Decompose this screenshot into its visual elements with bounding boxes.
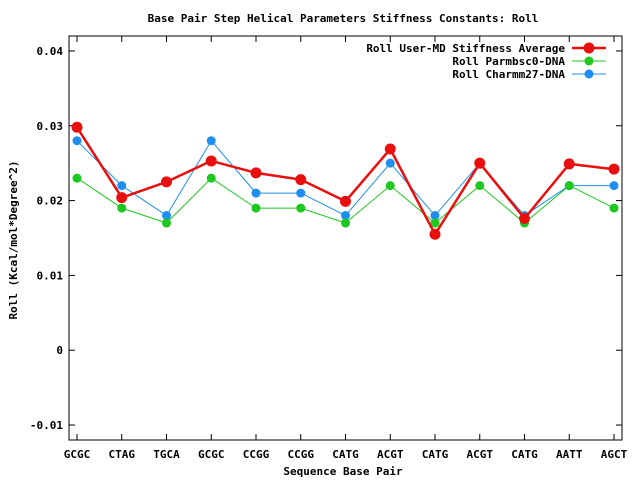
series-1 bbox=[71, 121, 620, 240]
x-tick-label: CTAG bbox=[109, 448, 136, 461]
series-point bbox=[295, 174, 307, 186]
legend-label: Roll Charmm27-DNA bbox=[452, 68, 565, 81]
legend-swatch-marker bbox=[583, 42, 595, 54]
x-tick-label: GCGC bbox=[198, 448, 225, 461]
x-tick-label: CATG bbox=[422, 448, 449, 461]
series-point bbox=[296, 203, 306, 213]
y-tick-label: 0.02 bbox=[37, 195, 64, 208]
series-point bbox=[340, 195, 351, 207]
series-point bbox=[430, 218, 440, 228]
series-point bbox=[608, 163, 620, 175]
series-point bbox=[206, 136, 216, 146]
series-point bbox=[341, 218, 350, 228]
series-point bbox=[117, 181, 127, 191]
series-point bbox=[563, 158, 575, 170]
series-point bbox=[385, 158, 395, 168]
series-2 bbox=[72, 173, 619, 228]
chart-title: Base Pair Step Helical Parameters Stiffn… bbox=[148, 12, 539, 25]
series-point bbox=[251, 203, 261, 213]
series-point bbox=[429, 228, 441, 240]
series-point bbox=[384, 143, 396, 155]
series-point bbox=[205, 155, 217, 167]
series-point bbox=[474, 157, 486, 169]
series-3 bbox=[72, 136, 619, 221]
x-tick-label: CCGG bbox=[288, 448, 315, 461]
x-tick-label: GCGC bbox=[64, 448, 91, 461]
series-point bbox=[162, 211, 171, 221]
legend-label: Roll Parmbsc0-DNA bbox=[452, 55, 565, 68]
series-point bbox=[519, 213, 530, 225]
series-point bbox=[162, 218, 171, 228]
x-tick-label: AATT bbox=[556, 448, 583, 461]
series-point bbox=[117, 203, 127, 213]
series-point bbox=[475, 181, 485, 191]
y-tick-label: -0.01 bbox=[30, 419, 63, 432]
legend-label: Roll User-MD Stiffness Average bbox=[366, 42, 565, 55]
series-point bbox=[296, 188, 306, 198]
plot-area: -0.01 0 0.01 0.02 0.03 0.04 GCGC CTAG TGCA GCGC CC… bbox=[30, 35, 628, 461]
series-point bbox=[116, 192, 128, 204]
y-tick-label: 0.03 bbox=[37, 120, 64, 133]
series-point bbox=[161, 176, 172, 188]
x-axis-label: Sequence Base Pair bbox=[283, 465, 403, 478]
x-tick-label: ACGT bbox=[467, 448, 494, 461]
plot-frame bbox=[68, 35, 623, 441]
x-tick-label: AGCT bbox=[601, 448, 628, 461]
series-point bbox=[72, 136, 82, 146]
series-point bbox=[385, 181, 395, 191]
y-axis-label: Roll (Kcal/mol*Degree^2) bbox=[7, 161, 20, 320]
y-tick-label: 0 bbox=[56, 344, 63, 357]
x-tick-label: CCGG bbox=[243, 448, 270, 461]
series-point bbox=[341, 211, 350, 221]
series-point bbox=[609, 181, 619, 191]
x-tick-label: CATG bbox=[511, 448, 538, 461]
y-tick-label: 0.01 bbox=[37, 269, 64, 282]
x-tick-label: ACGT bbox=[377, 448, 404, 461]
y-tick-label: 0.04 bbox=[37, 45, 64, 58]
series-point bbox=[72, 173, 82, 183]
series-point bbox=[564, 181, 574, 191]
series-layer bbox=[71, 121, 620, 240]
series-point bbox=[609, 203, 619, 213]
series-point bbox=[206, 173, 216, 183]
legend-swatch-marker bbox=[584, 56, 594, 66]
x-tick-label: TGCA bbox=[153, 448, 180, 461]
x-tick-label: CATG bbox=[332, 448, 359, 461]
series-point bbox=[251, 188, 261, 198]
series-point bbox=[71, 121, 83, 133]
legend-swatch-marker bbox=[584, 69, 594, 79]
series-point bbox=[430, 211, 440, 221]
series-point bbox=[250, 167, 262, 179]
